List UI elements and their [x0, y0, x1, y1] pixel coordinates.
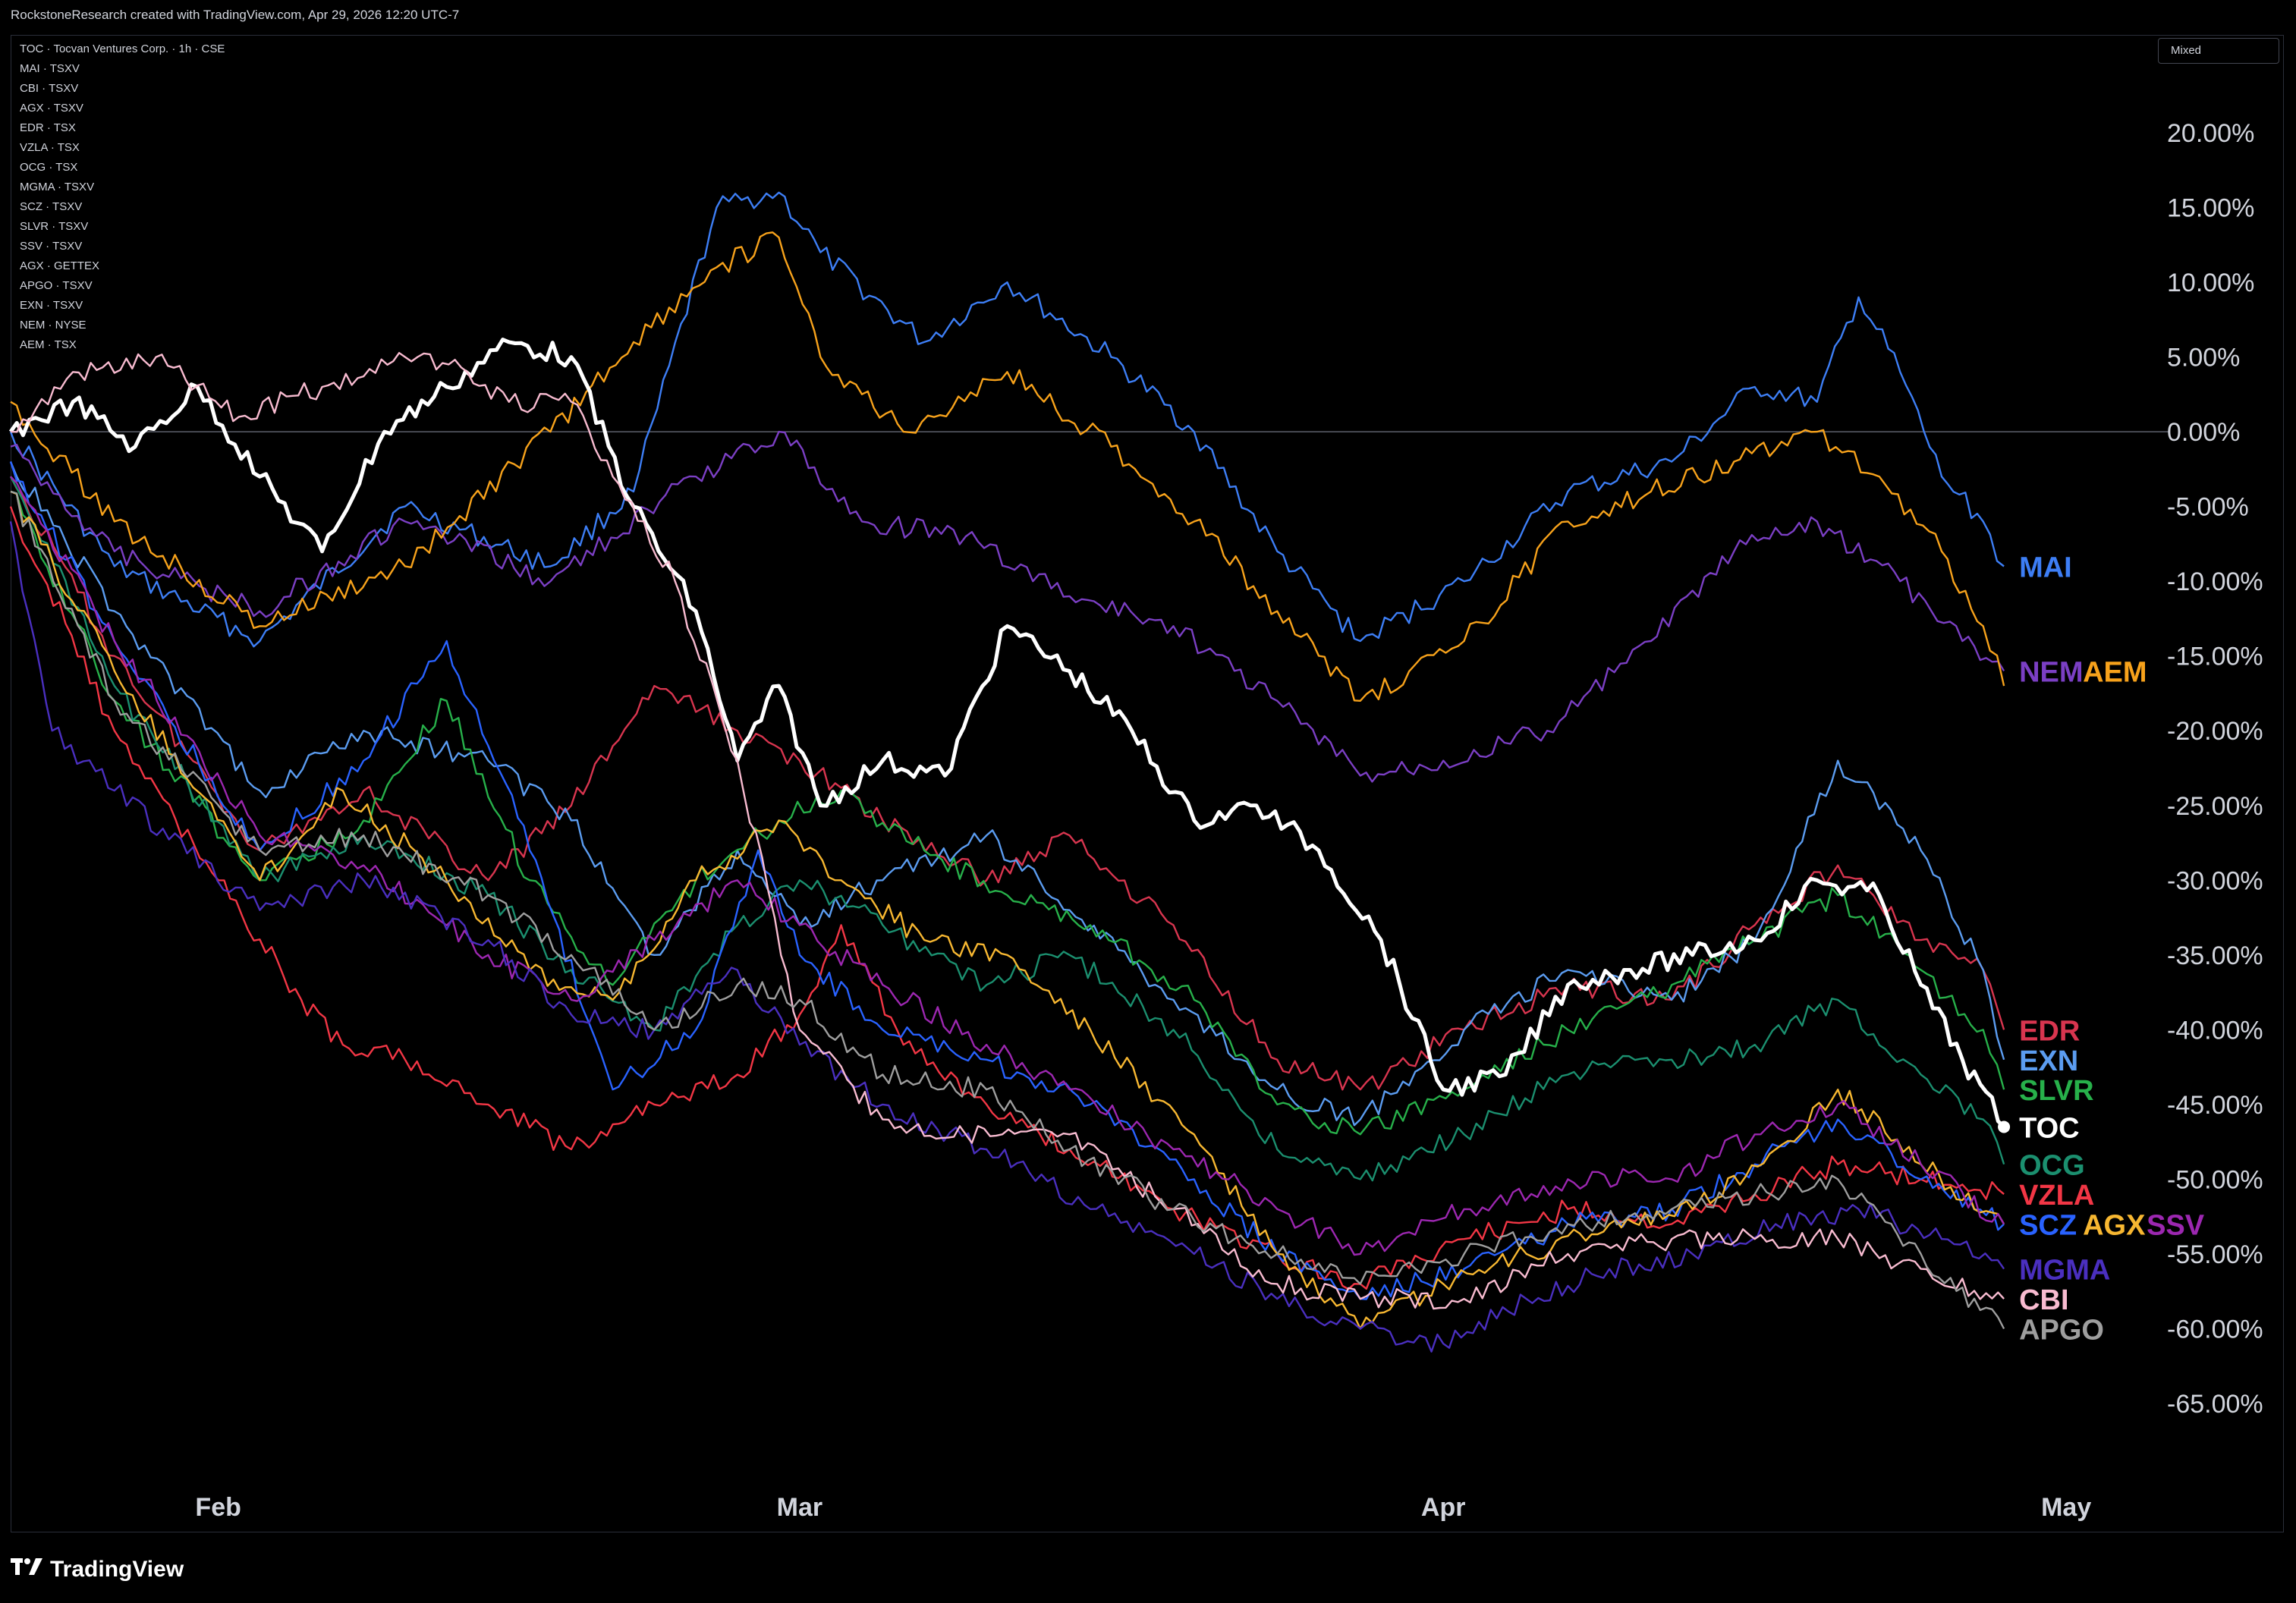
series-label-vzla: VZLA	[2019, 1180, 2094, 1212]
symbol-legend: TOC · Tocvan Ventures Corp. · 1h · CSE M…	[20, 39, 225, 355]
legend-item-scz[interactable]: SCZ · TSXV	[20, 200, 83, 213]
series-line-nem[interactable]	[10, 430, 2005, 783]
series-line-mgma[interactable]	[9, 521, 2005, 1353]
series-label-nem: NEM	[2019, 656, 2083, 688]
series-label-toc: TOC	[2019, 1112, 2080, 1144]
series-label-slvr: SLVR	[2019, 1075, 2094, 1107]
series-label-apgo: APGO	[2019, 1314, 2104, 1346]
top-bar: RockstoneResearch created with TradingVi…	[0, 0, 2296, 35]
series-label-cbi: CBI	[2019, 1284, 2068, 1316]
y-tick-label: 10.00%	[2167, 269, 2254, 297]
series-line-mai[interactable]	[9, 191, 2005, 648]
series-label-mai: MAI	[2019, 552, 2072, 583]
series-line-ssv[interactable]	[10, 476, 2005, 1256]
legend-item-ocg[interactable]: OCG · TSX	[20, 161, 78, 174]
y-tick-label: -20.00%	[2167, 717, 2263, 746]
x-tick-label: May	[2041, 1493, 2091, 1522]
legend-item-agx[interactable]: AGX · TSXV	[20, 102, 83, 115]
series-label-mgma: MGMA	[2019, 1255, 2110, 1287]
legend-item-mai[interactable]: MAI · TSXV	[20, 62, 80, 75]
y-tick-label: -10.00%	[2167, 567, 2263, 596]
x-tick-label: Mar	[777, 1493, 822, 1522]
scale-mode-button[interactable]: Mixed	[2158, 38, 2279, 64]
tradingview-brand: TradingView	[50, 1557, 184, 1582]
y-tick-label: -25.00%	[2167, 792, 2263, 821]
series-line-ocg[interactable]	[9, 476, 2005, 1182]
series-label-exn: EXN	[2019, 1045, 2078, 1077]
legend-item-exn[interactable]: EXN · TSXV	[20, 299, 83, 312]
series-line-edr[interactable]	[9, 476, 2005, 1091]
series-label-aem: AEM	[2083, 656, 2147, 688]
series-line-cbi[interactable]	[10, 352, 2005, 1310]
y-tick-label: -65.00%	[2167, 1390, 2263, 1419]
series-line-apgo[interactable]	[10, 490, 2005, 1330]
x-tick-label: Feb	[195, 1493, 241, 1522]
attribution-text: RockstoneResearch created with TradingVi…	[11, 8, 460, 22]
y-axis: 20.00% 15.00% 10.00% 5.00% 0.00% -5.00% -10.00…	[2167, 119, 2263, 1419]
y-tick-label: -50.00%	[2167, 1165, 2263, 1194]
series-line-exn[interactable]	[9, 461, 2005, 1127]
x-tick-label: Apr	[1421, 1493, 1466, 1522]
series-layer	[8, 191, 2011, 1353]
y-tick-label: 20.00%	[2167, 119, 2254, 148]
last-price-marker-toc	[1998, 1121, 2011, 1133]
y-tick-label: -35.00%	[2167, 941, 2263, 970]
footer-branding[interactable]: TradingView	[11, 1554, 184, 1586]
y-tick-label: -55.00%	[2167, 1240, 2263, 1269]
legend-item-apgo[interactable]: APGO · TSXV	[20, 279, 93, 292]
series-label-ocg: OCG	[2019, 1150, 2085, 1182]
y-tick-label: -30.00%	[2167, 866, 2263, 895]
series-label-agx: AGX	[2083, 1210, 2146, 1242]
y-tick-label: -40.00%	[2167, 1016, 2263, 1045]
series-line-vzla[interactable]	[9, 506, 2005, 1290]
y-tick-label: -15.00%	[2167, 643, 2263, 671]
legend-item-mgma[interactable]: MGMA · TSXV	[20, 181, 95, 193]
legend-item-cbi[interactable]: CBI · TSXV	[20, 82, 79, 95]
series-line-agx[interactable]	[10, 490, 2005, 1330]
series-line-aem[interactable]	[10, 231, 2005, 702]
tradingview-logo-icon	[11, 1557, 44, 1583]
series-label-edr: EDR	[2019, 1015, 2080, 1047]
y-tick-label: -45.00%	[2167, 1091, 2263, 1120]
legend-item-slvr[interactable]: SLVR · TSXV	[20, 220, 89, 233]
legend-item-edr[interactable]: EDR · TSX	[20, 121, 76, 134]
series-line-scz[interactable]	[9, 461, 2005, 1300]
y-tick-label: -5.00%	[2167, 493, 2249, 522]
x-axis: Feb Mar Apr May	[195, 1493, 2091, 1522]
legend-item-aem[interactable]: AEM · TSX	[20, 338, 77, 351]
y-tick-label: 0.00%	[2167, 418, 2240, 447]
legend-item-toc[interactable]: TOC · Tocvan Ventures Corp. · 1h · CSE	[20, 42, 225, 55]
legend-item-agx-gettex[interactable]: AGX · GETTEX	[20, 259, 100, 272]
y-tick-label: 15.00%	[2167, 194, 2254, 223]
series-line-toc[interactable]	[8, 338, 2005, 1129]
legend-item-vzla[interactable]: VZLA · TSX	[20, 141, 80, 154]
chart-frame	[11, 35, 2284, 1532]
y-tick-label: -60.00%	[2167, 1315, 2263, 1344]
y-tick-label: 5.00%	[2167, 344, 2240, 372]
series-label-ssv: SSV	[2147, 1210, 2205, 1242]
series-line-slvr[interactable]	[10, 490, 2005, 1136]
series-label-scz: SCZ	[2019, 1210, 2077, 1242]
legend-item-nem[interactable]: NEM · NYSE	[20, 319, 86, 332]
legend-item-ssv[interactable]: SSV · TSXV	[20, 240, 83, 253]
